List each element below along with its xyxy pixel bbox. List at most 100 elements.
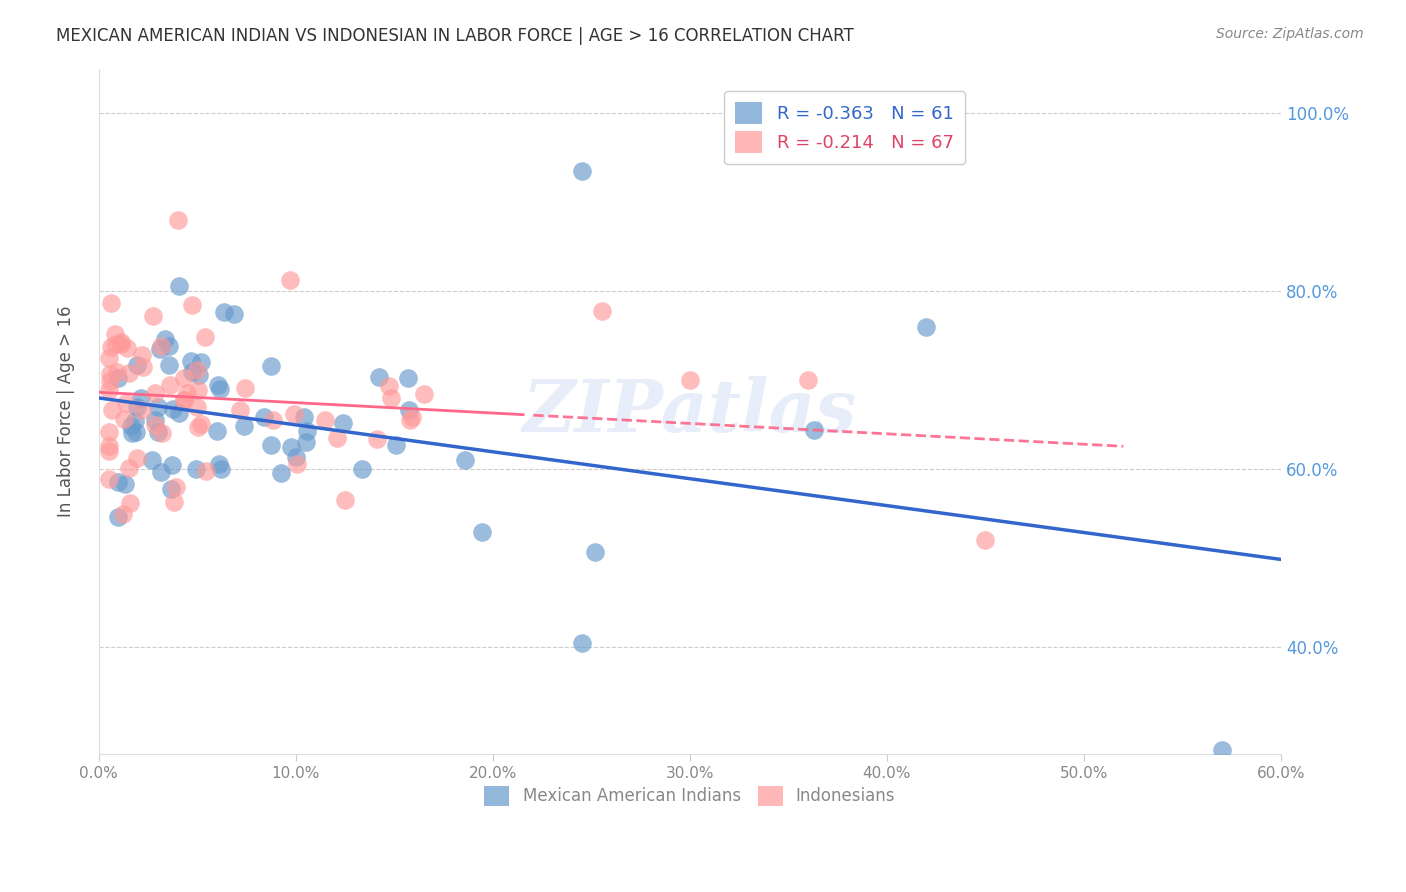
Point <box>214 305 236 319</box>
Point <box>167 406 190 420</box>
Point <box>195 463 218 477</box>
Point <box>150 465 173 479</box>
Point <box>117 341 139 355</box>
Point <box>180 353 202 368</box>
Point <box>283 408 305 422</box>
Point <box>207 457 229 471</box>
Point <box>118 461 141 475</box>
Point <box>157 358 180 372</box>
Point <box>173 393 195 408</box>
Point <box>114 395 136 409</box>
Point <box>146 425 169 439</box>
Point <box>125 451 148 466</box>
Point <box>260 438 283 452</box>
Point <box>160 482 183 496</box>
Point <box>583 544 606 558</box>
Point <box>98 374 121 388</box>
Point <box>1211 743 1233 757</box>
Legend: Mexican American Indians, Indonesians: Mexican American Indians, Indonesians <box>477 778 904 814</box>
Point <box>262 413 284 427</box>
Point <box>150 339 173 353</box>
Point <box>160 458 183 473</box>
Point <box>150 426 173 441</box>
Point <box>233 419 256 434</box>
Point <box>571 164 593 178</box>
Point <box>165 481 187 495</box>
Point <box>398 402 420 417</box>
Point <box>287 457 309 471</box>
Point <box>143 412 166 426</box>
Point <box>278 273 301 287</box>
Point <box>145 417 167 432</box>
Point <box>253 410 276 425</box>
Point <box>679 373 702 387</box>
Point <box>797 373 820 387</box>
Point <box>110 337 132 351</box>
Point <box>131 348 153 362</box>
Point <box>295 434 318 449</box>
Point <box>105 365 128 379</box>
Point <box>153 332 176 346</box>
Point <box>107 475 129 490</box>
Point <box>260 359 283 374</box>
Point <box>180 298 202 312</box>
Point <box>162 401 184 416</box>
Point <box>280 440 302 454</box>
Point <box>100 296 122 310</box>
Point <box>176 385 198 400</box>
Point <box>110 334 132 349</box>
Point <box>181 365 204 379</box>
Point <box>208 382 231 396</box>
Point <box>111 507 134 521</box>
Point <box>187 368 209 383</box>
Point <box>380 391 402 405</box>
Point <box>120 418 142 433</box>
Point <box>114 477 136 491</box>
Point <box>97 471 120 485</box>
Text: MEXICAN AMERICAN INDIAN VS INDONESIAN IN LABOR FORCE | AGE > 16 CORRELATION CHAR: MEXICAN AMERICAN INDIAN VS INDONESIAN IN… <box>56 27 853 45</box>
Point <box>117 366 139 380</box>
Point <box>297 424 319 438</box>
Point <box>125 425 148 439</box>
Point <box>141 452 163 467</box>
Point <box>571 636 593 650</box>
Point <box>97 443 120 458</box>
Point <box>127 400 149 414</box>
Point <box>166 213 188 227</box>
Point <box>325 431 347 445</box>
Point <box>98 367 121 381</box>
Point <box>173 392 195 407</box>
Point <box>125 359 148 373</box>
Point <box>129 392 152 406</box>
Point <box>224 307 246 321</box>
Point <box>186 462 208 476</box>
Point <box>314 413 336 427</box>
Point <box>194 330 217 344</box>
Point <box>229 403 252 417</box>
Point <box>186 401 208 415</box>
Point <box>167 278 190 293</box>
Text: ZIPatlas: ZIPatlas <box>523 376 856 447</box>
Point <box>173 371 195 385</box>
Point <box>209 462 232 476</box>
Point <box>107 370 129 384</box>
Point <box>974 533 997 548</box>
Point <box>100 340 122 354</box>
Point <box>207 378 229 392</box>
Point <box>149 342 172 356</box>
Point <box>207 424 229 438</box>
Point <box>101 403 124 417</box>
Point <box>97 425 120 440</box>
Point <box>413 387 436 401</box>
Point <box>190 354 212 368</box>
Point <box>187 384 209 398</box>
Point <box>163 495 186 509</box>
Point <box>915 319 938 334</box>
Point <box>143 385 166 400</box>
Point <box>396 371 419 385</box>
Point <box>401 410 423 425</box>
Point <box>159 377 181 392</box>
Point <box>350 462 373 476</box>
Point <box>97 439 120 453</box>
Point <box>471 524 494 539</box>
